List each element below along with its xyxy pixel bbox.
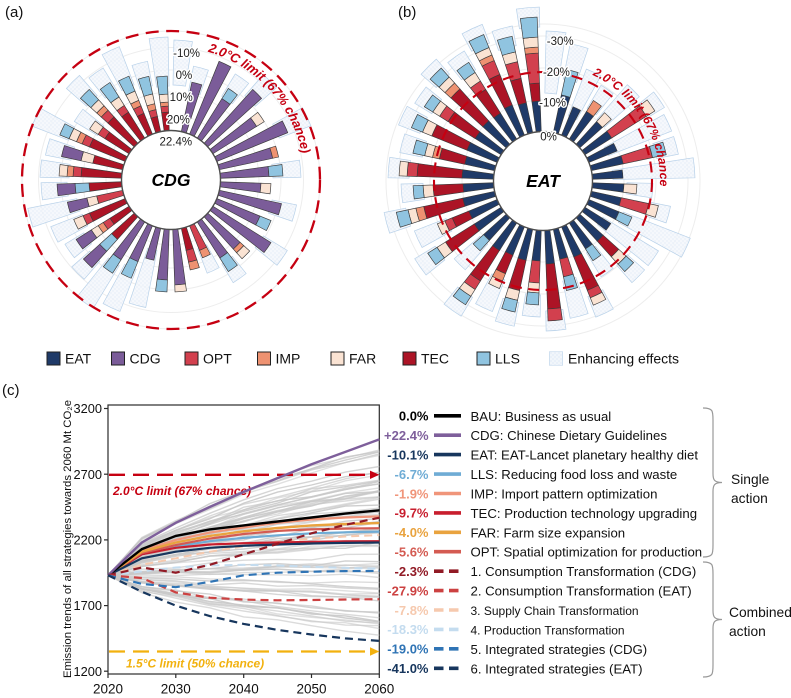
svg-text:-1.9%: -1.9% xyxy=(395,486,429,501)
svg-text:-19.0%: -19.0% xyxy=(387,642,429,657)
svg-text:1.5°C limit (50% chance): 1.5°C limit (50% chance) xyxy=(126,657,264,671)
svg-text:OPT: OPT xyxy=(203,351,232,367)
svg-text:2.0°C limit (67% chance): 2.0°C limit (67% chance) xyxy=(112,484,251,498)
svg-text:(c): (c) xyxy=(2,382,20,399)
svg-text:-9.7%: -9.7% xyxy=(395,506,429,521)
svg-text:-18.3%: -18.3% xyxy=(387,622,429,637)
svg-text:1700: 1700 xyxy=(74,598,102,613)
svg-text:EAT: EAT xyxy=(526,171,561,191)
svg-text:10%: 10% xyxy=(170,92,193,104)
svg-text:2050: 2050 xyxy=(296,682,326,697)
svg-text:20%: 20% xyxy=(167,115,190,127)
svg-text:4. Production Transformation: 4. Production Transformation xyxy=(471,623,625,637)
svg-text:OPT: Spatial optimization for: OPT: Spatial optimization for production xyxy=(471,545,703,560)
svg-text:Enhancing effects: Enhancing effects xyxy=(568,351,679,367)
svg-text:2200: 2200 xyxy=(74,533,102,548)
svg-text:0%: 0% xyxy=(176,70,193,82)
svg-text:action: action xyxy=(731,491,768,506)
svg-text:5. Integrated strategies (CDG): 5. Integrated strategies (CDG) xyxy=(471,642,648,657)
svg-text:CDG: CDG xyxy=(152,170,191,190)
svg-text:-10.1%: -10.1% xyxy=(387,447,429,462)
svg-text:TEC: TEC xyxy=(421,351,449,367)
svg-text:3200: 3200 xyxy=(74,401,102,416)
svg-text:LLS: LLS xyxy=(495,351,520,367)
svg-text:BAU: Business as usual: BAU: Business as usual xyxy=(471,409,612,424)
svg-text:CDG: Chinese Dietary Guideline: CDG: Chinese Dietary Guidelines xyxy=(471,428,668,443)
svg-text:-5.6%: -5.6% xyxy=(395,545,429,560)
svg-text:-27.9%: -27.9% xyxy=(387,583,429,598)
svg-text:Single: Single xyxy=(731,472,770,487)
svg-text:-41.0%: -41.0% xyxy=(387,661,429,676)
svg-text:-6.7%: -6.7% xyxy=(395,467,429,482)
svg-text:EAT: EAT xyxy=(65,351,92,367)
svg-text:2030: 2030 xyxy=(161,682,191,697)
svg-text:(a): (a) xyxy=(5,4,23,21)
svg-text:CDG: CDG xyxy=(130,351,161,367)
svg-text:+22.4%: +22.4% xyxy=(384,428,429,443)
svg-text:6. Integrated strategies (EAT): 6. Integrated strategies (EAT) xyxy=(471,661,643,676)
svg-text:-7.8%: -7.8% xyxy=(395,603,429,618)
svg-text:-4.0%: -4.0% xyxy=(395,525,429,540)
svg-text:2040: 2040 xyxy=(229,682,259,697)
svg-text:TEC: Production technology upg: TEC: Production technology upgrading xyxy=(471,506,698,521)
svg-text:0.0%: 0.0% xyxy=(399,409,429,424)
svg-text:EAT: EAT-Lancet planetary heal: EAT: EAT-Lancet planetary healthy diet xyxy=(471,448,699,463)
svg-text:2700: 2700 xyxy=(74,467,102,482)
svg-text:3. Supply Chain Transformation: 3. Supply Chain Transformation xyxy=(471,604,639,618)
svg-text:1. Consumption Transformation: 1. Consumption Transformation (CDG) xyxy=(471,564,697,579)
svg-text:-2.3%: -2.3% xyxy=(395,564,429,579)
svg-text:-10%: -10% xyxy=(539,98,566,110)
svg-text:Combined: Combined xyxy=(729,605,791,620)
svg-text:-20%: -20% xyxy=(543,67,570,79)
svg-text:22.4%: 22.4% xyxy=(159,136,192,148)
svg-text:2060: 2060 xyxy=(364,682,394,697)
svg-text:FAR: FAR xyxy=(349,351,376,367)
svg-text:-10%: -10% xyxy=(173,48,200,60)
svg-text:IMP: Import pattern optimizati: IMP: Import pattern optimization xyxy=(471,487,658,502)
svg-text:FAR: Farm size expansion: FAR: Farm size expansion xyxy=(471,525,626,540)
svg-text:2. Consumption Transformation: 2. Consumption Transformation (EAT) xyxy=(471,584,692,599)
svg-text:2020: 2020 xyxy=(93,682,123,697)
svg-text:-30%: -30% xyxy=(547,36,574,48)
svg-text:action: action xyxy=(729,624,766,639)
svg-text:Emission trends of all strateg: Emission trends of all strategies toward… xyxy=(62,400,74,678)
svg-text:0%: 0% xyxy=(540,132,557,144)
svg-text:IMP: IMP xyxy=(276,351,301,367)
svg-text:1200: 1200 xyxy=(74,664,102,679)
svg-text:LLS: Reducing food loss and wa: LLS: Reducing food loss and waste xyxy=(471,467,678,482)
svg-text:(b): (b) xyxy=(398,4,416,21)
